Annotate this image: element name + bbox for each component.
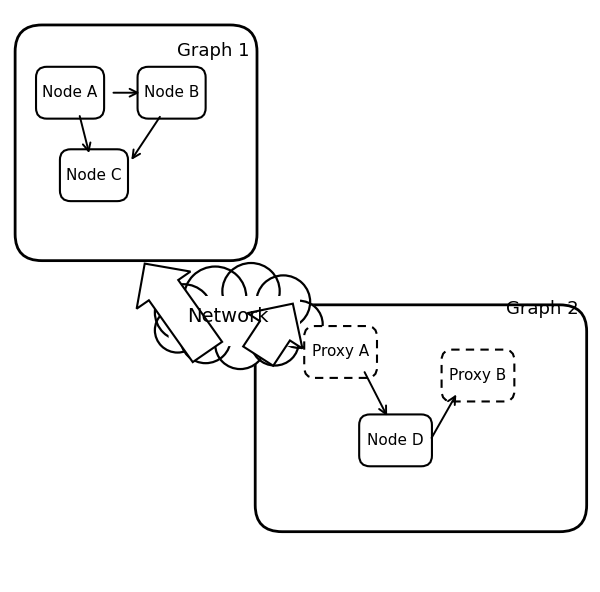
FancyBboxPatch shape: [60, 149, 128, 201]
Circle shape: [223, 263, 280, 320]
Text: Node C: Node C: [66, 168, 122, 183]
Text: Graph 2: Graph 2: [506, 300, 578, 318]
FancyBboxPatch shape: [169, 296, 300, 346]
Text: Node A: Node A: [43, 85, 98, 100]
Circle shape: [155, 284, 212, 341]
Circle shape: [215, 320, 265, 369]
FancyBboxPatch shape: [36, 67, 104, 118]
Polygon shape: [243, 304, 302, 366]
FancyBboxPatch shape: [304, 326, 377, 378]
Polygon shape: [137, 263, 222, 362]
Circle shape: [184, 266, 246, 328]
Text: Graph 1: Graph 1: [177, 43, 250, 60]
FancyBboxPatch shape: [442, 350, 514, 401]
Text: Network: Network: [188, 307, 269, 326]
Circle shape: [181, 314, 231, 363]
Text: Node B: Node B: [144, 85, 199, 100]
Circle shape: [251, 318, 299, 365]
FancyBboxPatch shape: [359, 414, 432, 466]
FancyBboxPatch shape: [255, 305, 587, 532]
FancyBboxPatch shape: [137, 67, 206, 118]
Circle shape: [155, 308, 200, 353]
Text: Proxy B: Proxy B: [449, 368, 506, 383]
Circle shape: [256, 275, 310, 329]
Circle shape: [275, 301, 323, 348]
Text: Proxy A: Proxy A: [312, 345, 369, 359]
FancyBboxPatch shape: [15, 25, 257, 260]
Text: Node D: Node D: [367, 433, 424, 448]
